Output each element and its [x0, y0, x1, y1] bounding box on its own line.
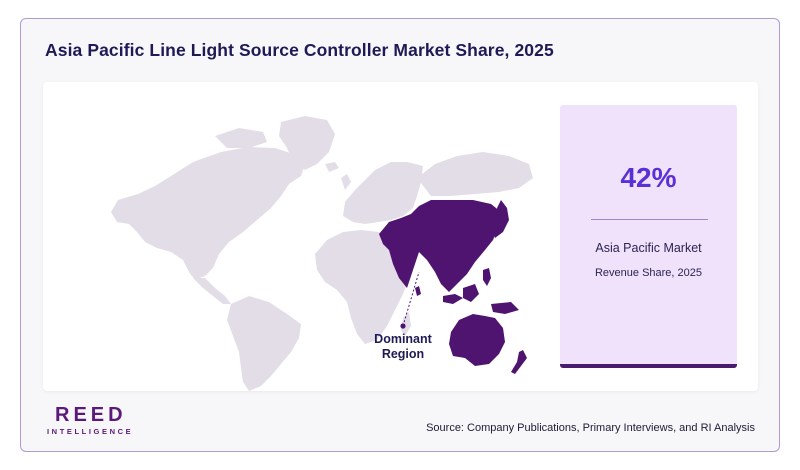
page-title: Asia Pacific Line Light Source Controlle… — [45, 40, 554, 60]
africa-shape — [315, 230, 409, 344]
brand-logo: REED INTELLIGENCE — [45, 404, 145, 438]
dominant-region-label: Dominant Region — [374, 332, 432, 361]
australia-shape — [449, 314, 505, 366]
uk-shape — [341, 174, 351, 190]
north-america-shape — [111, 147, 305, 280]
world-map — [111, 116, 533, 391]
greenland-shape — [279, 116, 335, 170]
asia-mainland-shape — [379, 200, 501, 292]
world-land — [111, 116, 533, 391]
borneo-shape — [463, 284, 479, 302]
logo-wordmark: REED — [55, 404, 127, 426]
new-zealand-shape — [511, 350, 527, 374]
central-america-shape — [193, 278, 231, 304]
philippines-shape — [483, 268, 491, 286]
indonesia-shape — [443, 294, 463, 304]
arctic-islands-shape — [215, 128, 267, 148]
northern-asia-shape — [417, 152, 533, 196]
region-marker-dot — [400, 323, 406, 329]
region-leader-line — [402, 271, 420, 327]
market-sublabel: Revenue Share, 2025 — [594, 267, 703, 279]
japan-shape — [493, 200, 509, 238]
market-share-value: 42% — [620, 162, 677, 193]
source-note: Source: Company Publications, Primary In… — [426, 422, 755, 434]
infographic-card: Asia Pacific Line Light Source Controlle… — [20, 18, 780, 452]
sri-lanka-shape — [415, 286, 421, 296]
asia-pacific-highlight — [379, 200, 527, 374]
new-guinea-shape — [491, 302, 519, 314]
market-label: Asia Pacific Market — [595, 241, 702, 255]
iceland-shape — [325, 162, 339, 172]
logo-tagline: INTELLIGENCE — [47, 427, 134, 436]
content-panel: Dominant Region 42% Asia Pacific Market R… — [43, 82, 758, 391]
europe-shape — [343, 162, 423, 224]
madagascar-shape — [401, 312, 411, 336]
stat-divider — [591, 219, 708, 220]
stat-card: 42% Asia Pacific Market Revenue Share, 2… — [560, 105, 737, 368]
south-america-shape — [227, 296, 301, 391]
